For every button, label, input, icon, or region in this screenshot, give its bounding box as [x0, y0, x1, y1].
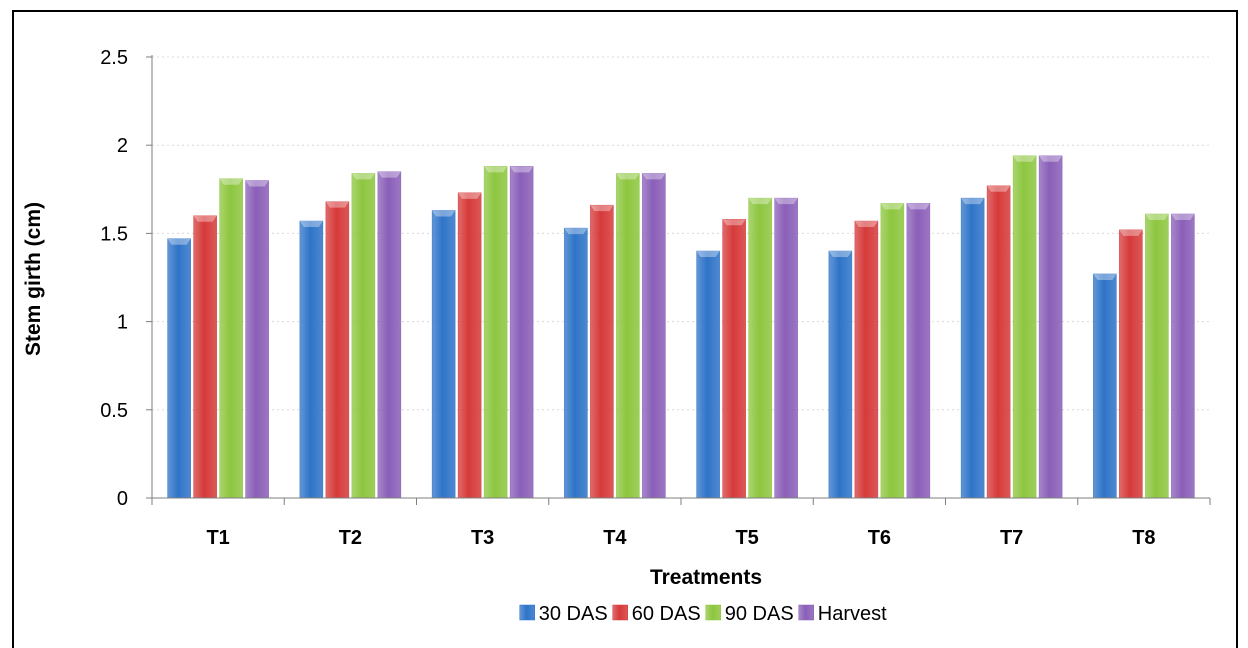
bar: [167, 238, 191, 499]
bar-bevel: [299, 221, 323, 228]
bar: [696, 250, 720, 499]
y-axis-title: Stem girth (cm): [22, 202, 45, 356]
bar: [431, 210, 456, 499]
legend: 30 DAS 60 DAS 90 DAS Harvest: [519, 603, 887, 625]
bar-bevel: [590, 205, 614, 212]
bar-bevel: [774, 198, 798, 205]
bar: [1093, 273, 1117, 499]
legend-label: 60 DAS: [632, 603, 701, 625]
bar: [986, 185, 1011, 499]
bar-bevel: [325, 201, 349, 208]
bar-bevel: [432, 210, 456, 217]
bar: [457, 192, 482, 499]
bar: [880, 203, 905, 499]
bar: [564, 227, 588, 499]
bar-bevel: [880, 203, 904, 210]
y-tick-labels: 0 0.5 1 1.5 2 2.5: [100, 47, 152, 510]
bar-bevel: [1039, 155, 1063, 162]
bar-bevel: [351, 173, 375, 180]
bar-bevel: [1171, 213, 1195, 220]
x-tick-label: T2: [339, 527, 362, 549]
bar: [325, 201, 350, 499]
bar-bevel: [642, 173, 666, 180]
bar-bevel: [510, 166, 534, 173]
bar: [828, 250, 853, 499]
legend-swatch: [519, 604, 535, 621]
bar-bevel: [1119, 229, 1143, 236]
bar: [748, 197, 772, 499]
legend-swatch: [798, 604, 814, 621]
bar-bevel: [219, 178, 243, 185]
bar-bevel: [564, 228, 588, 235]
y-tick-label: 0: [117, 488, 128, 510]
bar: [193, 215, 217, 499]
bar-bevel: [377, 171, 401, 178]
x-tick-labels: T1 T2 T3 T4 T5 T6 T7 T8: [206, 527, 1155, 549]
bar-bevel: [616, 173, 640, 180]
y-tick-label: 2: [117, 135, 128, 157]
legend-swatch: [612, 604, 628, 621]
bar-bevel: [906, 203, 930, 210]
bar: [1171, 213, 1195, 499]
bar: [245, 180, 269, 499]
bar: [722, 219, 746, 499]
x-tick-label: T8: [1132, 527, 1155, 549]
bar-bevel: [722, 219, 746, 226]
bar: [906, 203, 931, 499]
y-tick-label: 1: [117, 312, 128, 334]
bar-bevel: [167, 238, 191, 245]
bar: [774, 197, 798, 499]
bar: [1145, 213, 1169, 499]
bar: [351, 173, 376, 499]
bar: [509, 166, 534, 499]
bar: [219, 178, 243, 499]
bar: [377, 171, 402, 499]
bar-bevel: [748, 198, 772, 205]
bar-bevel: [828, 251, 852, 258]
y-tick-label: 0.5: [100, 400, 128, 422]
x-axis-title: Treatments: [650, 566, 762, 589]
bar-bevel: [458, 192, 482, 199]
legend-swatch: [705, 604, 721, 621]
x-tick-label: T6: [868, 527, 891, 549]
bar: [1119, 229, 1143, 499]
bar: [616, 173, 640, 499]
bar: [590, 204, 614, 499]
bar: [299, 220, 324, 499]
bar: [1038, 155, 1063, 499]
bar: [854, 220, 879, 499]
bar-bevel: [961, 198, 985, 205]
bar-bevel: [245, 180, 269, 187]
y-tick-label: 1.5: [100, 223, 128, 245]
bar-bevel: [484, 166, 508, 173]
legend-label: 30 DAS: [539, 603, 608, 625]
legend-label: Harvest: [818, 603, 887, 625]
bar: [642, 173, 666, 499]
legend-label: 90 DAS: [725, 603, 794, 625]
axes: [151, 55, 1211, 505]
bar-bevel: [1093, 273, 1117, 280]
bar: [483, 166, 508, 499]
y-tick-label: 2.5: [100, 47, 128, 69]
x-tick-label: T7: [1000, 527, 1023, 549]
x-tick-label: T4: [603, 527, 627, 549]
x-tick-label: T3: [471, 527, 494, 549]
bar-bevel: [1013, 155, 1037, 162]
bar-bevel: [193, 215, 217, 222]
bar-bevel: [696, 251, 720, 258]
bar: [960, 197, 985, 499]
bar-bevel: [987, 185, 1011, 192]
x-tick-label: T5: [735, 527, 758, 549]
x-tick-label: T1: [206, 527, 229, 549]
bar-bevel: [1145, 213, 1169, 220]
bar-bevel: [854, 221, 878, 228]
bar: [1012, 155, 1037, 499]
bars: [167, 155, 1195, 499]
